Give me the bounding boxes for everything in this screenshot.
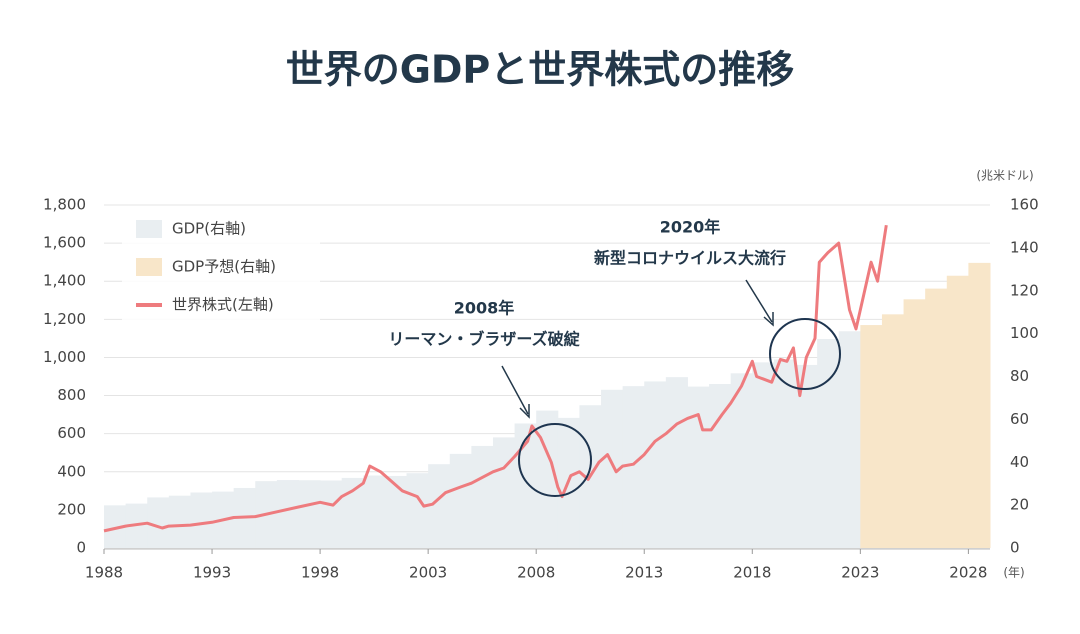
- gdp-bar: [622, 386, 645, 548]
- stock-line: [103, 224, 888, 533]
- y-tick-label: 1,200: [43, 310, 86, 328]
- gdp-bar: [536, 410, 559, 548]
- x-tick-label: 2018: [733, 564, 771, 582]
- x-tick-label: 1998: [301, 564, 339, 582]
- gdp-bar: [773, 359, 797, 548]
- gdp-bar: [687, 386, 710, 548]
- gdp-bar: [168, 495, 191, 548]
- gdp-bar: [492, 437, 516, 548]
- x-tick-label: 1993: [193, 564, 231, 582]
- gdp-bar: [601, 389, 624, 548]
- y-tick-label: 600: [57, 424, 86, 442]
- y-tick-label: 400: [57, 462, 86, 480]
- y2-tick-label: 20: [1010, 496, 1029, 514]
- gdp-bar: [730, 373, 753, 548]
- y-tick-label: 1,600: [43, 234, 86, 252]
- annotation-text: 新型コロナウイルス大流行: [594, 249, 786, 268]
- gdp-bar: [320, 480, 343, 548]
- y2-tick-label: 160: [1010, 196, 1039, 214]
- plot-area: 0 200 400 600 800 1,000 1,200 1,400 1,600 1,800 0 2…: [43, 196, 1039, 582]
- gdp-bar: [147, 497, 170, 548]
- annotation-arrow: [745, 279, 773, 323]
- y2-tick-label: 0: [1010, 539, 1020, 557]
- y2-tick-label: 120: [1010, 281, 1039, 299]
- gdp-bar: [838, 331, 861, 548]
- legend-swatch: [136, 220, 162, 238]
- x-tick-label: 1988: [85, 564, 123, 582]
- gdp-bar: [925, 288, 948, 548]
- gdp-bar: [968, 262, 991, 548]
- gdp-bar: [298, 480, 321, 548]
- gdp-bar: [860, 325, 883, 548]
- y-tick-label: 1,400: [43, 272, 86, 290]
- annotation-title: 2020年: [660, 218, 721, 237]
- x-tick-label: 2013: [625, 564, 663, 582]
- y-tick-label: 800: [57, 386, 86, 404]
- legend-swatch: [136, 258, 162, 276]
- gdp-bar: [341, 477, 364, 548]
- annotation-circle: [769, 318, 841, 390]
- x-tick-label: 2008: [517, 564, 555, 582]
- y-tick-label: 200: [57, 500, 86, 518]
- gdp-bar: [384, 475, 408, 548]
- annotation-arrow: [501, 365, 529, 415]
- annotations: 2008年 リーマン・ブラザーズ破綻 2020年 新型コロナウイルス大流行: [388, 218, 841, 497]
- y2-tick-label: 40: [1010, 453, 1029, 471]
- gdp-bar: [817, 338, 840, 548]
- gdp-bar: [903, 299, 926, 548]
- y2-axis-label: (兆米ドル): [976, 169, 1033, 183]
- gdp-bar: [406, 473, 429, 548]
- y2-tick-label: 140: [1010, 238, 1039, 256]
- legend-label: GDP(右軸): [172, 220, 246, 238]
- legend: GDP(右軸) GDP予想(右軸) 世界株式(左軸): [122, 212, 320, 328]
- annotation-arrowhead: [519, 404, 530, 419]
- annotation-circle: [518, 423, 592, 497]
- gdp-bar: [644, 381, 667, 548]
- gdp-bar: [449, 453, 472, 548]
- legend-label: 世界株式(左軸): [172, 296, 274, 314]
- y-tick-label: 1,000: [43, 348, 86, 366]
- y-tick-label: 1,800: [43, 196, 86, 214]
- gdp-bar: [276, 480, 299, 548]
- gdp-bar: [363, 475, 386, 548]
- annotation-text: リーマン・ブラザーズ破綻: [388, 330, 580, 349]
- annotation-arrowhead: [763, 312, 774, 327]
- gdp-bar: [471, 445, 494, 548]
- y2-tick-label: 60: [1010, 410, 1029, 428]
- y2-tick-label: 100: [1010, 324, 1039, 342]
- annotation-title: 2008年: [454, 299, 515, 318]
- gdp-bar: [795, 364, 818, 548]
- y-tick-label: 0: [76, 539, 86, 557]
- gdp-bar: [428, 464, 451, 548]
- gdp-bar: [104, 505, 127, 548]
- gdp-bar: [881, 314, 905, 548]
- x-axis-label: (年): [1003, 566, 1024, 580]
- gdp-bar: [752, 362, 775, 548]
- chart-title: 世界のGDPと世界株式の推移: [286, 48, 795, 92]
- x-tick-label: 2028: [949, 564, 987, 582]
- gdp-bar: [665, 377, 688, 548]
- y2-tick-label: 80: [1010, 367, 1029, 385]
- x-tick-label: 2023: [841, 564, 879, 582]
- x-tick-label: 2003: [409, 564, 447, 582]
- legend-label: GDP予想(右軸): [172, 258, 276, 276]
- gdp-bar: [946, 275, 969, 548]
- gdp-bar: [190, 492, 213, 548]
